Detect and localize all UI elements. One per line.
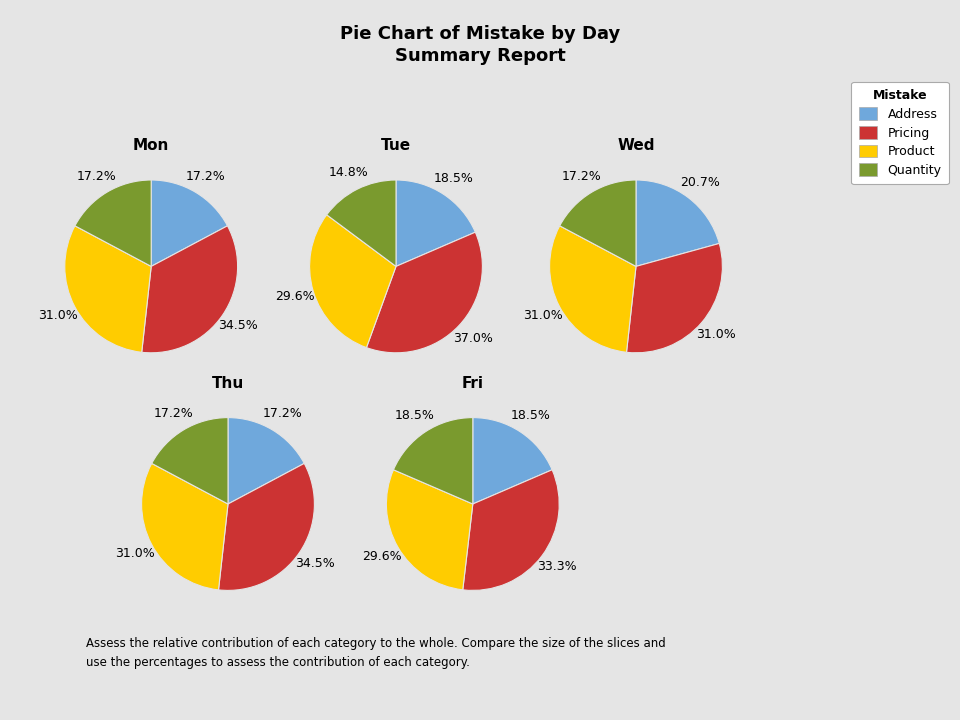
Text: 17.2%: 17.2% — [154, 407, 194, 420]
Wedge shape — [151, 180, 228, 266]
Text: 31.0%: 31.0% — [523, 309, 563, 322]
Title: Tue: Tue — [381, 138, 411, 153]
Wedge shape — [463, 469, 559, 590]
Text: 29.6%: 29.6% — [276, 290, 315, 303]
Wedge shape — [472, 418, 552, 504]
Wedge shape — [219, 464, 314, 590]
Text: 37.0%: 37.0% — [453, 332, 492, 345]
Wedge shape — [636, 180, 719, 266]
Text: 31.0%: 31.0% — [115, 546, 155, 559]
Text: 34.5%: 34.5% — [296, 557, 335, 570]
Wedge shape — [560, 180, 636, 266]
Wedge shape — [627, 243, 722, 353]
Wedge shape — [142, 464, 228, 590]
Text: Assess the relative contribution of each category to the whole. Compare the size: Assess the relative contribution of each… — [86, 637, 666, 669]
Text: 34.5%: 34.5% — [219, 319, 258, 332]
Text: 33.3%: 33.3% — [538, 560, 577, 573]
Wedge shape — [228, 418, 304, 504]
Text: 31.0%: 31.0% — [38, 309, 78, 322]
Text: 17.2%: 17.2% — [185, 169, 226, 183]
Text: 18.5%: 18.5% — [434, 172, 474, 185]
Title: Fri: Fri — [462, 376, 484, 391]
Title: Wed: Wed — [617, 138, 655, 153]
Text: 17.2%: 17.2% — [77, 169, 117, 183]
Wedge shape — [152, 418, 228, 504]
Wedge shape — [310, 215, 396, 348]
Wedge shape — [326, 180, 396, 266]
Text: 31.0%: 31.0% — [696, 328, 736, 341]
Text: 18.5%: 18.5% — [395, 410, 435, 423]
Title: Thu: Thu — [212, 376, 244, 391]
Wedge shape — [75, 180, 152, 266]
Wedge shape — [142, 226, 237, 353]
Wedge shape — [65, 226, 152, 352]
Text: Summary Report: Summary Report — [395, 47, 565, 65]
Text: 20.7%: 20.7% — [680, 176, 720, 189]
Text: Pie Chart of Mistake by Day: Pie Chart of Mistake by Day — [340, 25, 620, 43]
Text: 17.2%: 17.2% — [562, 169, 602, 183]
Wedge shape — [394, 418, 473, 504]
Legend: Address, Pricing, Product, Quantity: Address, Pricing, Product, Quantity — [852, 82, 948, 184]
Wedge shape — [367, 232, 482, 353]
Wedge shape — [387, 469, 472, 590]
Title: Mon: Mon — [133, 138, 169, 153]
Text: 14.8%: 14.8% — [329, 166, 369, 179]
Text: 17.2%: 17.2% — [262, 407, 302, 420]
Wedge shape — [396, 180, 475, 266]
Text: 29.6%: 29.6% — [362, 550, 401, 563]
Wedge shape — [550, 226, 636, 352]
Text: 18.5%: 18.5% — [511, 410, 551, 423]
